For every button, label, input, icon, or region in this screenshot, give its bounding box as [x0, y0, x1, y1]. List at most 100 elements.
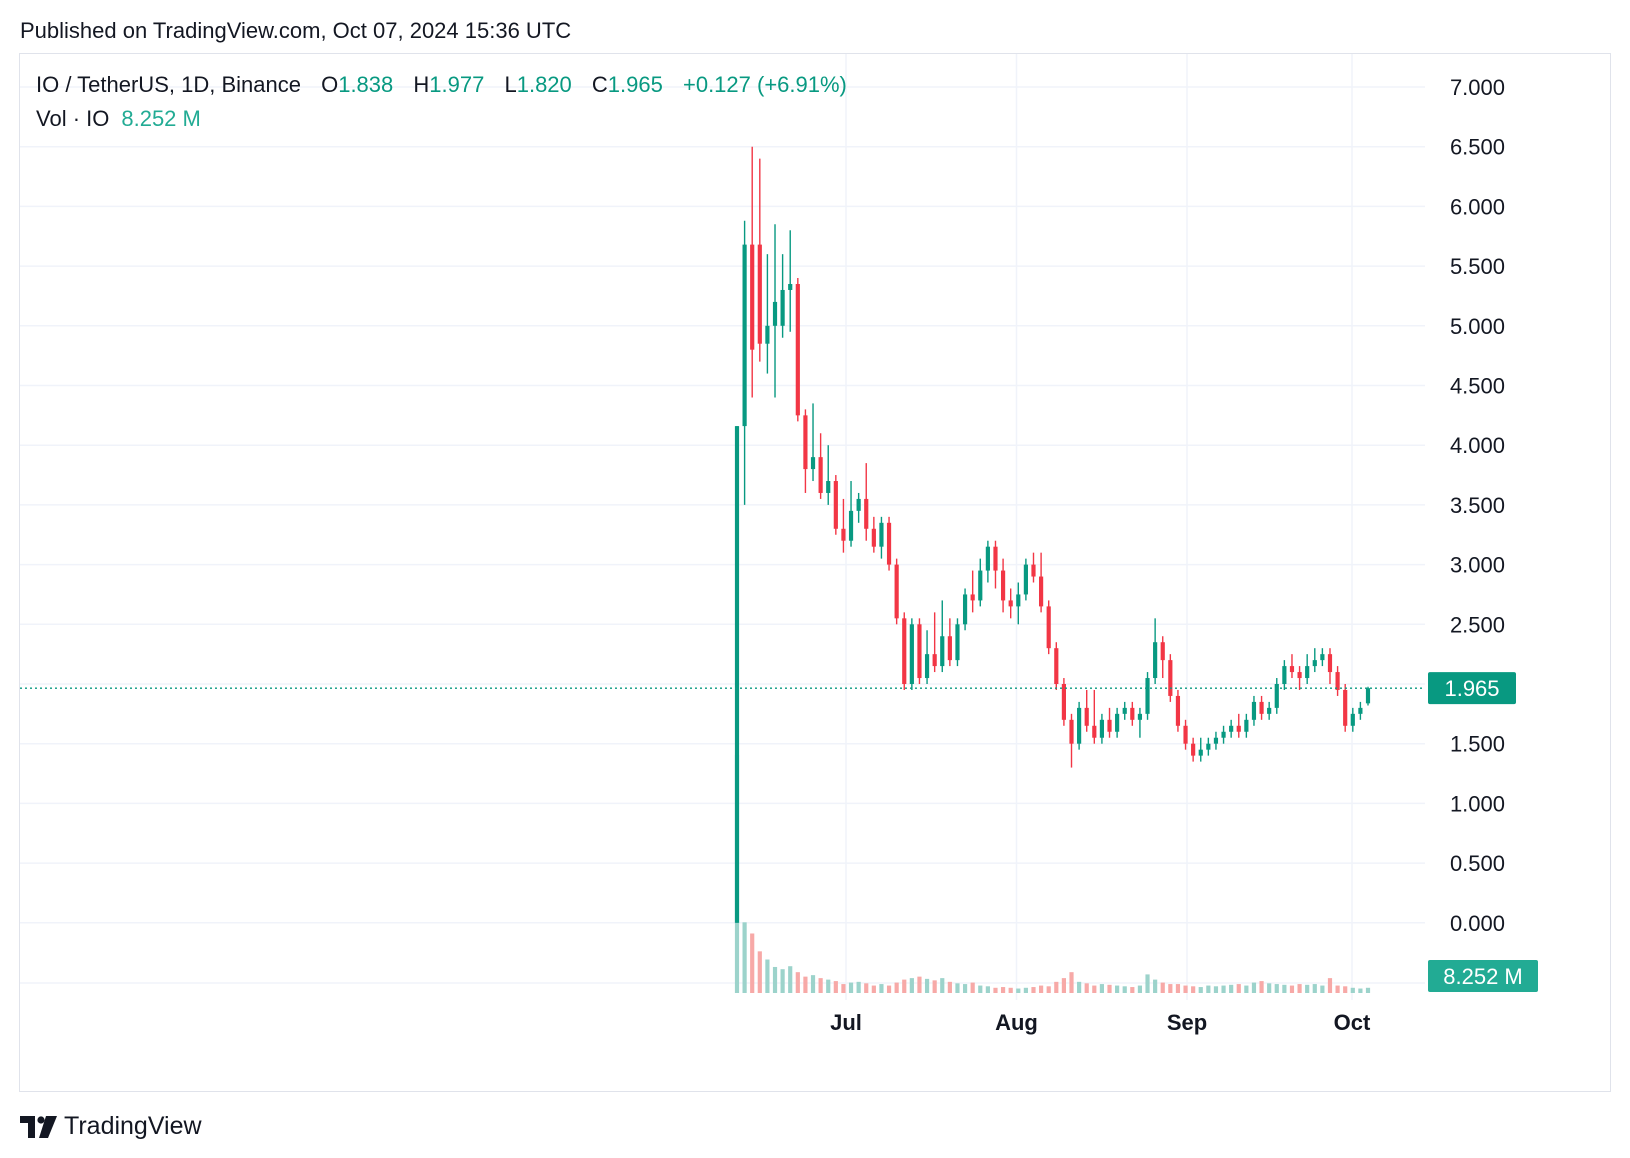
- volume-bar: [1023, 987, 1028, 993]
- candle-body: [902, 618, 907, 684]
- volume-bar: [909, 978, 914, 993]
- volume-label: Vol · IO: [36, 106, 110, 131]
- volume-bar: [780, 969, 785, 993]
- candle-body: [1008, 600, 1013, 607]
- volume-bar: [848, 982, 854, 993]
- volume-bar: [947, 981, 952, 993]
- candle-body: [1358, 707, 1363, 714]
- volume-bar: [1145, 974, 1150, 993]
- price-legend: IO / TetherUS, 1D, Binance O1.838 H1.977…: [36, 72, 847, 98]
- volume-bar: [1008, 987, 1013, 993]
- candle-body: [1213, 737, 1219, 744]
- volume-bar: [940, 978, 945, 993]
- y-tick-label: 6.500: [1450, 135, 1505, 160]
- high-value: 1.977: [429, 72, 485, 97]
- candle-body: [1168, 660, 1173, 696]
- volume-bar: [1206, 985, 1211, 993]
- tradingview-logo[interactable]: TradingView: [20, 1112, 202, 1141]
- candle-body: [1191, 743, 1196, 756]
- candle-body: [924, 654, 930, 679]
- volume-bar: [772, 966, 778, 993]
- candle-body: [894, 564, 899, 619]
- candle-body: [955, 624, 960, 661]
- volume-bar: [1251, 982, 1257, 993]
- candle-body: [1183, 725, 1188, 744]
- volume-bar: [1365, 987, 1371, 993]
- candle-body: [1061, 684, 1066, 720]
- candle-body: [1335, 672, 1340, 690]
- candle-body: [985, 546, 990, 571]
- candle-body: [1244, 719, 1249, 732]
- volume-bar: [795, 972, 800, 993]
- candle-body: [1054, 648, 1059, 684]
- candle-body: [1077, 707, 1082, 744]
- candle-body: [962, 594, 968, 625]
- volume-bar: [841, 984, 846, 993]
- candle-body: [1092, 725, 1097, 738]
- candle-body: [810, 457, 816, 470]
- candle-body: [1016, 594, 1021, 607]
- candle-body: [1046, 606, 1051, 649]
- volume-bar: [902, 979, 907, 993]
- open-label: O: [321, 72, 339, 97]
- volume-bar: [1099, 984, 1105, 993]
- volume-bar: [1244, 985, 1249, 993]
- y-tick-label: 5.500: [1450, 254, 1505, 279]
- volume-bar: [1183, 985, 1188, 993]
- candle-body: [848, 510, 854, 541]
- candle-body: [1023, 564, 1028, 595]
- chart-frame[interactable]: [19, 53, 1611, 1092]
- candle-body: [1115, 713, 1120, 732]
- volume-bar: [924, 978, 930, 993]
- high-label: H: [413, 72, 430, 97]
- candle-body: [1122, 707, 1127, 714]
- candle-body: [1099, 719, 1105, 738]
- candle-body: [940, 636, 945, 667]
- candle-body: [1069, 719, 1074, 744]
- candle-body: [879, 522, 884, 547]
- published-header: Published on TradingView.com, Oct 07, 20…: [20, 18, 572, 43]
- candle-body: [734, 426, 740, 923]
- tradingview-logo-icon: [20, 1115, 57, 1138]
- volume-bar: [1092, 985, 1097, 993]
- volume-bar: [1077, 981, 1082, 993]
- volume-bar: [803, 976, 808, 993]
- volume-bar: [1153, 979, 1158, 993]
- candle-body: [871, 528, 876, 547]
- volume-bar: [826, 979, 831, 993]
- low-value: 1.820: [516, 72, 572, 97]
- close-label: C: [591, 72, 608, 97]
- candle-body: [757, 244, 762, 344]
- volume-bar: [1000, 987, 1006, 993]
- last-volume-label: 8.252 M: [1443, 964, 1523, 989]
- volume-bar: [1122, 986, 1127, 993]
- volume-bar: [917, 976, 922, 993]
- y-tick-label: 0.000: [1450, 911, 1505, 936]
- volume-bar: [985, 986, 990, 993]
- candle-body: [1221, 731, 1226, 738]
- volume-bar: [1358, 988, 1363, 993]
- volume-bar: [1115, 985, 1120, 993]
- candle-body: [1206, 743, 1211, 750]
- volume-bar: [962, 984, 968, 993]
- volume-bar: [1069, 972, 1074, 993]
- volume-bar: [886, 985, 892, 993]
- candle-body: [1282, 666, 1287, 684]
- y-tick-label: 3.000: [1450, 553, 1505, 578]
- volume-bar: [1084, 983, 1089, 993]
- volume-bar: [894, 982, 899, 993]
- close-value: 1.965: [607, 72, 663, 97]
- volume-bar: [970, 982, 975, 993]
- candle-body: [841, 528, 846, 541]
- candle-body: [970, 594, 975, 601]
- volume-bar: [1160, 982, 1165, 993]
- volume-bar: [1054, 981, 1059, 993]
- candle-body: [795, 284, 800, 416]
- candle-body: [909, 624, 914, 684]
- volume-bar: [1343, 986, 1348, 993]
- volume-bar: [1267, 983, 1272, 993]
- low-label: L: [504, 72, 517, 97]
- y-tick-label: 7.000: [1450, 75, 1505, 100]
- volume-bar: [856, 981, 861, 993]
